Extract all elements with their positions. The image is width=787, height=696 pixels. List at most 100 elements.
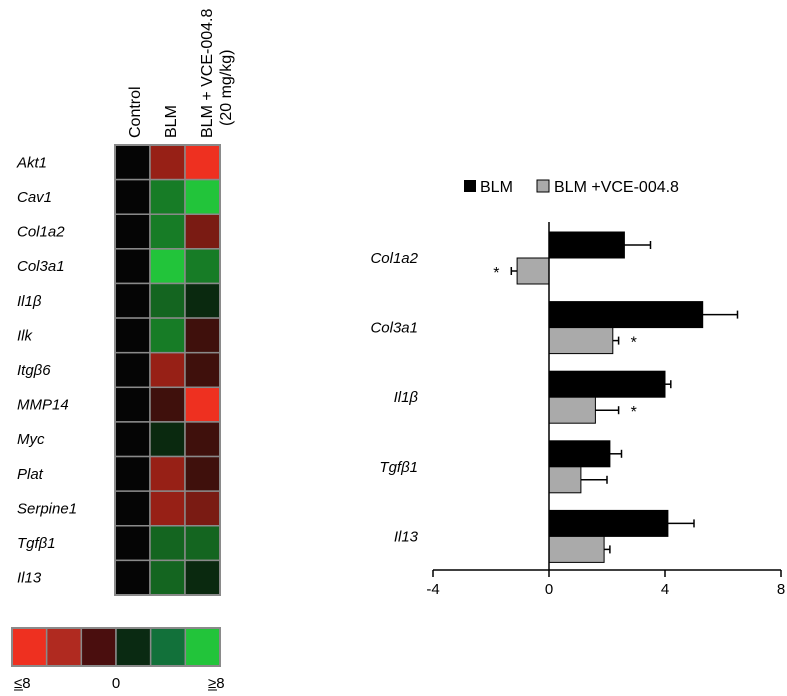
heatmap-cell	[149, 525, 186, 562]
category-label: Il13	[394, 528, 419, 545]
heatmap-row-label: Ilk	[17, 327, 34, 344]
significance-marker: *	[631, 335, 637, 352]
x-tick-label: -4	[426, 581, 439, 598]
significance-marker: *	[493, 265, 499, 282]
heatmap-cell	[149, 559, 186, 596]
heatmap-cell	[114, 213, 151, 250]
x-tick-label: 0	[545, 581, 553, 598]
bar-chart-panel: BLM BLM +VCE-004.8 Col1a2 Col3a1 Il1β Tgfβ1…	[370, 179, 785, 598]
heatmap-cell	[114, 490, 151, 527]
heatmap-cell	[184, 282, 221, 319]
heatmap-cell	[149, 248, 186, 285]
heatmap-row-label: Col3a1	[17, 258, 65, 275]
column-label-dose: (20 mg/kg)	[218, 50, 235, 126]
legend-label-blm: BLM	[480, 179, 513, 196]
category-label: Tgfβ1	[379, 459, 418, 476]
heatmap-cell	[184, 490, 221, 527]
heatmap-row-label: Myc	[17, 431, 45, 448]
heatmap-cell	[184, 213, 221, 250]
scale-min-label: ≤8	[14, 675, 31, 692]
color-scale-swatch	[80, 627, 117, 667]
bar	[548, 370, 666, 398]
heatmap-cell	[184, 525, 221, 562]
bar	[548, 327, 614, 355]
bar	[548, 396, 596, 424]
heatmap-cell	[184, 144, 221, 181]
bar	[548, 301, 704, 329]
heatmap-cell	[149, 455, 186, 492]
heatmap-cell	[114, 559, 151, 596]
heatmap-cell	[184, 317, 221, 354]
legend: BLM BLM +VCE-004.8	[464, 179, 679, 196]
color-scale-swatch	[149, 627, 187, 667]
heatmap-cell	[114, 248, 151, 285]
bar	[548, 509, 669, 537]
column-label-control: Control	[127, 86, 144, 138]
legend-swatch-blm-vce	[536, 179, 550, 193]
heatmap-panel: Control BLM BLM + VCE-004.8 (20 mg/kg) A…	[11, 9, 235, 692]
heatmap-row-labels: Akt1 Cav1 Col1a2 Col3a1 Il1β Ilk Itgβ6 MMP14 Myc…	[16, 154, 77, 586]
heatmap-cell	[114, 421, 151, 458]
x-axis: -4 0 4 8	[426, 222, 785, 598]
heatmap-cell	[114, 144, 151, 181]
legend-label-blm-vce: BLM +VCE-004.8	[554, 179, 679, 196]
color-scale-swatch	[45, 627, 83, 667]
heatmap-row-label: Serpine1	[17, 500, 77, 517]
bar	[516, 257, 550, 285]
heatmap-row-label: Cav1	[17, 189, 52, 206]
bar	[548, 440, 611, 468]
heatmap-column-labels: Control BLM BLM + VCE-004.8 (20 mg/kg)	[127, 9, 235, 139]
bar	[548, 231, 625, 259]
color-scale-swatches	[11, 627, 221, 667]
heatmap-cell	[149, 490, 186, 527]
heatmap-row-label: Il1β	[17, 293, 42, 310]
category-label: Col1a2	[370, 250, 418, 267]
color-scale-swatch	[115, 627, 152, 667]
heatmap-cell	[184, 455, 221, 492]
legend-swatch-blm	[464, 180, 476, 192]
scale-mid-label: 0	[112, 675, 120, 692]
heatmap-cell	[114, 525, 151, 562]
heatmap-row-label: Plat	[17, 466, 44, 483]
heatmap-cell	[184, 178, 221, 215]
heatmap-row-label: MMP14	[17, 397, 69, 414]
column-label-blm-vce: BLM + VCE-004.8	[199, 9, 216, 139]
heatmap-cell	[149, 421, 186, 458]
heatmap-cell	[114, 386, 151, 423]
color-scale-swatch	[11, 627, 48, 667]
column-label-blm: BLM	[163, 105, 180, 138]
color-scale-frame	[11, 627, 221, 667]
color-scale-swatch	[184, 627, 221, 667]
heatmap-cell	[114, 317, 151, 354]
heatmap-row-label: Akt1	[16, 154, 47, 171]
heatmap-cell	[114, 282, 151, 319]
heatmap-cell	[149, 317, 186, 354]
heatmap-cell	[114, 455, 151, 492]
heatmap-cell	[184, 559, 221, 596]
heatmap-row-label: Tgfβ1	[17, 535, 56, 552]
category-label: Col3a1	[370, 320, 418, 337]
heatmap-cell	[184, 421, 221, 458]
heatmap-cell	[184, 351, 221, 389]
scale-max-label: ≥8	[208, 675, 225, 692]
heatmap-cell	[184, 386, 221, 423]
heatmap-cell	[149, 213, 186, 250]
heatmap-row-label: Itgβ6	[17, 362, 51, 379]
heatmap-cell	[149, 178, 186, 215]
heatmap-cell	[114, 351, 151, 389]
bar	[548, 466, 582, 494]
heatmap-cell	[149, 386, 186, 423]
heatmap-row-label: Col1a2	[17, 224, 65, 241]
heatmap-cell	[184, 248, 221, 285]
heatmap-cell	[149, 144, 186, 181]
significance-marker: *	[631, 404, 637, 421]
heatmap-cell	[149, 351, 186, 389]
color-scale: ≤8 0 ≥8	[11, 627, 225, 692]
heatmap-cell	[114, 178, 151, 215]
heatmap-frame	[114, 144, 221, 596]
category-label: Il1β	[394, 389, 419, 406]
heatmap-cell	[149, 282, 186, 319]
bar-category-labels: Col1a2 Col3a1 Il1β Tgfβ1 Il13	[370, 250, 418, 545]
heatmap-cells	[114, 144, 221, 596]
